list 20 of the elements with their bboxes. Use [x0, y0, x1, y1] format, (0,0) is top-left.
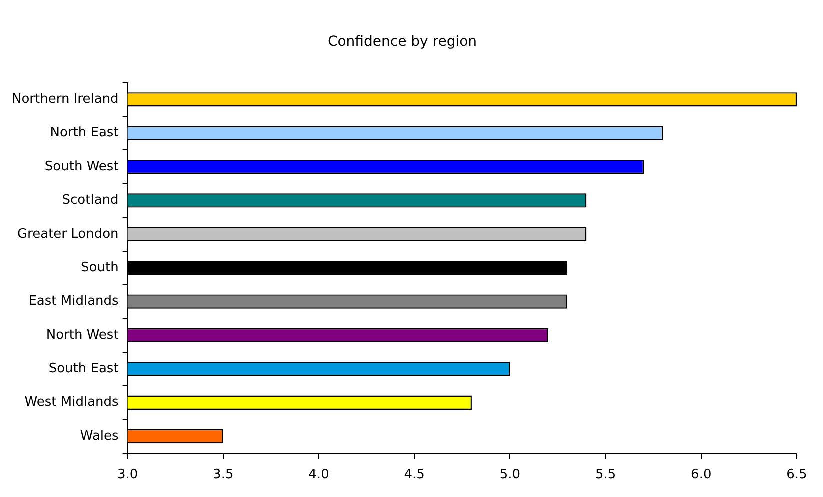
x-tick-label: 4.5	[404, 468, 425, 483]
x-tick-label: 5.0	[500, 468, 521, 483]
x-tick-label: 3.5	[213, 468, 234, 483]
y-tick-label: West Midlands	[24, 395, 120, 410]
x-tick-label: 5.5	[595, 468, 616, 483]
x-tick-label: 4.0	[308, 468, 330, 483]
x-tick-label: 3.0	[117, 468, 138, 483]
y-tick-label: South East	[48, 362, 119, 377]
y-tick-label: Scotland	[62, 193, 119, 208]
y-tick-label: Northern Ireland	[12, 92, 119, 108]
x-tick-label: 6.5	[786, 468, 808, 483]
y-tick-label: North East	[50, 126, 119, 141]
y-tick-label: Wales	[80, 428, 120, 444]
y-tick-label: Greater London	[17, 226, 119, 242]
y-tick-label: South West	[44, 159, 119, 174]
y-tick-label: South	[81, 260, 119, 276]
x-tick-label: 6.0	[691, 468, 712, 483]
chart-title: Confidence by region	[328, 34, 478, 50]
y-tick-label: East Midlands	[28, 294, 120, 310]
y-tick-label: North West	[46, 328, 119, 343]
